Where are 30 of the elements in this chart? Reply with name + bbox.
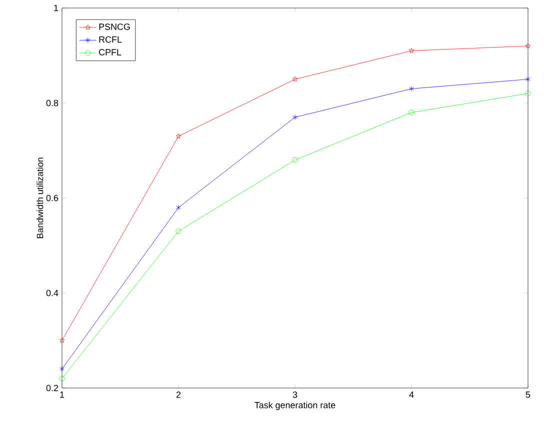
point (408, 110, 414, 116)
x-tick-label: 5 (526, 392, 530, 398)
point (292, 114, 298, 120)
point (60, 366, 64, 372)
legend-label: CPFL (99, 49, 122, 56)
x-tick-label: 4 (409, 392, 414, 398)
y-tick-label: 0.6 (46, 194, 58, 202)
y-tick-label: 0.8 (46, 100, 58, 106)
x-axis-title: Task generation rate (254, 402, 336, 410)
y-tick-label: 0.4 (46, 290, 58, 296)
y-tick-label: 0.2 (46, 384, 58, 392)
point (525, 90, 531, 96)
x-tick-label: 2 (176, 392, 181, 398)
y-tick-label: 1 (54, 4, 58, 12)
point (292, 76, 298, 82)
point (176, 204, 181, 210)
x-tick-label: 3 (292, 392, 298, 398)
point (525, 43, 531, 48)
point (526, 76, 530, 82)
point (409, 86, 414, 92)
point (59, 338, 65, 343)
legend-label: RCFL (99, 36, 122, 43)
y-axis-title: Bandwidth utilization (36, 158, 44, 238)
x-tick-label: 1 (60, 392, 64, 398)
point (408, 48, 414, 54)
legend-label: PSNCG (99, 24, 130, 30)
point (176, 228, 182, 234)
point (59, 376, 65, 382)
point (176, 133, 182, 139)
point (292, 157, 298, 163)
